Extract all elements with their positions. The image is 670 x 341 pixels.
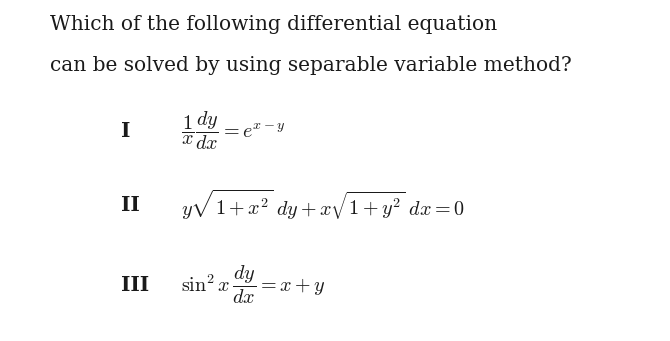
Text: II: II	[121, 195, 139, 214]
Text: $\sin^2 x\,\dfrac{dy}{dx} = x + y$: $\sin^2 x\,\dfrac{dy}{dx} = x + y$	[181, 264, 326, 306]
Text: Which of the following differential equation: Which of the following differential equa…	[50, 15, 497, 34]
Text: can be solved by using separable variable method?: can be solved by using separable variabl…	[50, 56, 572, 75]
Text: $y\sqrt{1+x^2}\; dy + x\sqrt{1+y^2}\; dx = 0$: $y\sqrt{1+x^2}\; dy + x\sqrt{1+y^2}\; dx…	[181, 188, 464, 222]
Text: III: III	[121, 275, 149, 295]
Text: $\dfrac{1}{x}\dfrac{dy}{dx} = e^{x-y}$: $\dfrac{1}{x}\dfrac{dy}{dx} = e^{x-y}$	[181, 110, 285, 152]
Text: I: I	[121, 121, 130, 141]
